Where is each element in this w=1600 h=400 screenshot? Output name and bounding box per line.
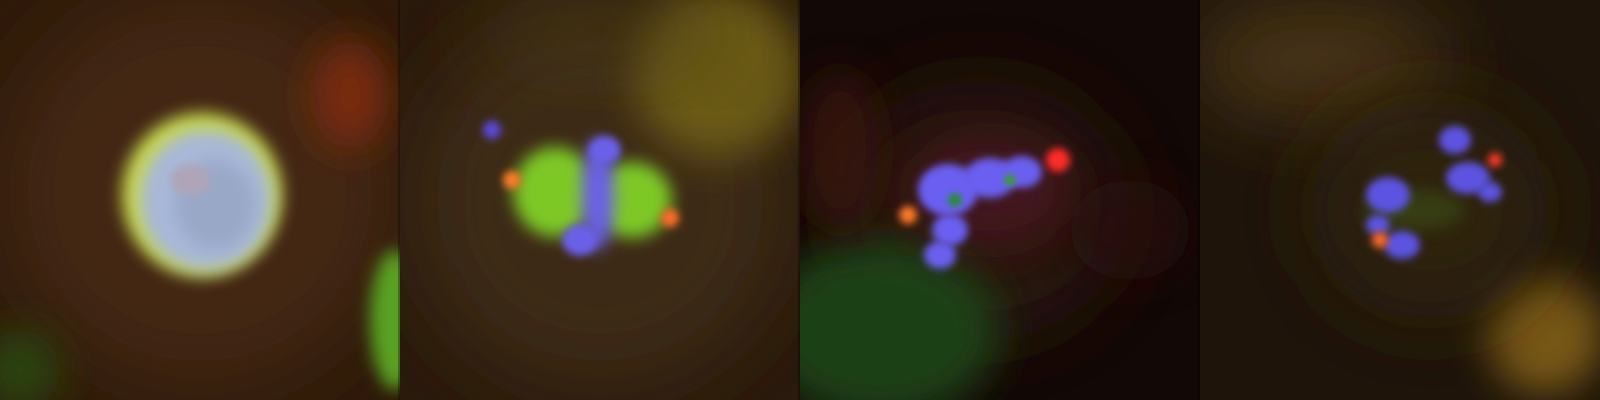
red-blur-cell <box>312 40 388 150</box>
daughter-chromosomes <box>1478 182 1502 202</box>
micrograph-panel-4 <box>1200 0 1600 400</box>
micrograph-panel-2 <box>400 0 800 400</box>
metaphase-plate-dna <box>582 140 614 250</box>
centrosome-right <box>661 209 679 227</box>
daughter-chromosomes <box>1366 177 1410 213</box>
centrosome <box>1372 232 1388 248</box>
green-neighbor-cell <box>370 250 400 390</box>
metaphase-cell-image <box>400 0 800 400</box>
chromosome-cluster <box>589 136 621 164</box>
micrograph-panel-1 <box>0 0 400 400</box>
daughter-chromosomes <box>1384 231 1420 259</box>
anaphase-cell-image <box>800 0 1200 400</box>
green-corner-blur <box>0 330 60 400</box>
chromosome-cluster <box>562 224 598 256</box>
kinetochore-red <box>1488 153 1502 167</box>
interphase-cell-image <box>0 0 400 400</box>
green-spot <box>948 193 962 207</box>
daughter-chromosomes <box>1446 162 1490 194</box>
green-neighbor-cell <box>800 240 1000 400</box>
chromosome-mass <box>932 214 968 246</box>
yellow-neighbor-cell <box>1487 277 1600 393</box>
spindle-left-half <box>513 147 597 237</box>
kinetochore-red <box>1046 148 1070 172</box>
telophase-cell-image <box>1200 0 1600 400</box>
daughter-chromosomes <box>1366 215 1390 235</box>
chromosome-mass <box>924 241 956 269</box>
stray-chromosome <box>483 121 501 139</box>
yellow-glow-top <box>1200 0 1450 120</box>
chromosome-mass <box>918 164 978 216</box>
micrograph-panel-3 <box>800 0 1200 400</box>
nucleolus <box>170 165 210 195</box>
green-spot <box>1004 174 1016 186</box>
daughter-chromosomes <box>1439 126 1471 154</box>
centrosome <box>899 206 917 224</box>
centrosome-left <box>503 171 521 189</box>
